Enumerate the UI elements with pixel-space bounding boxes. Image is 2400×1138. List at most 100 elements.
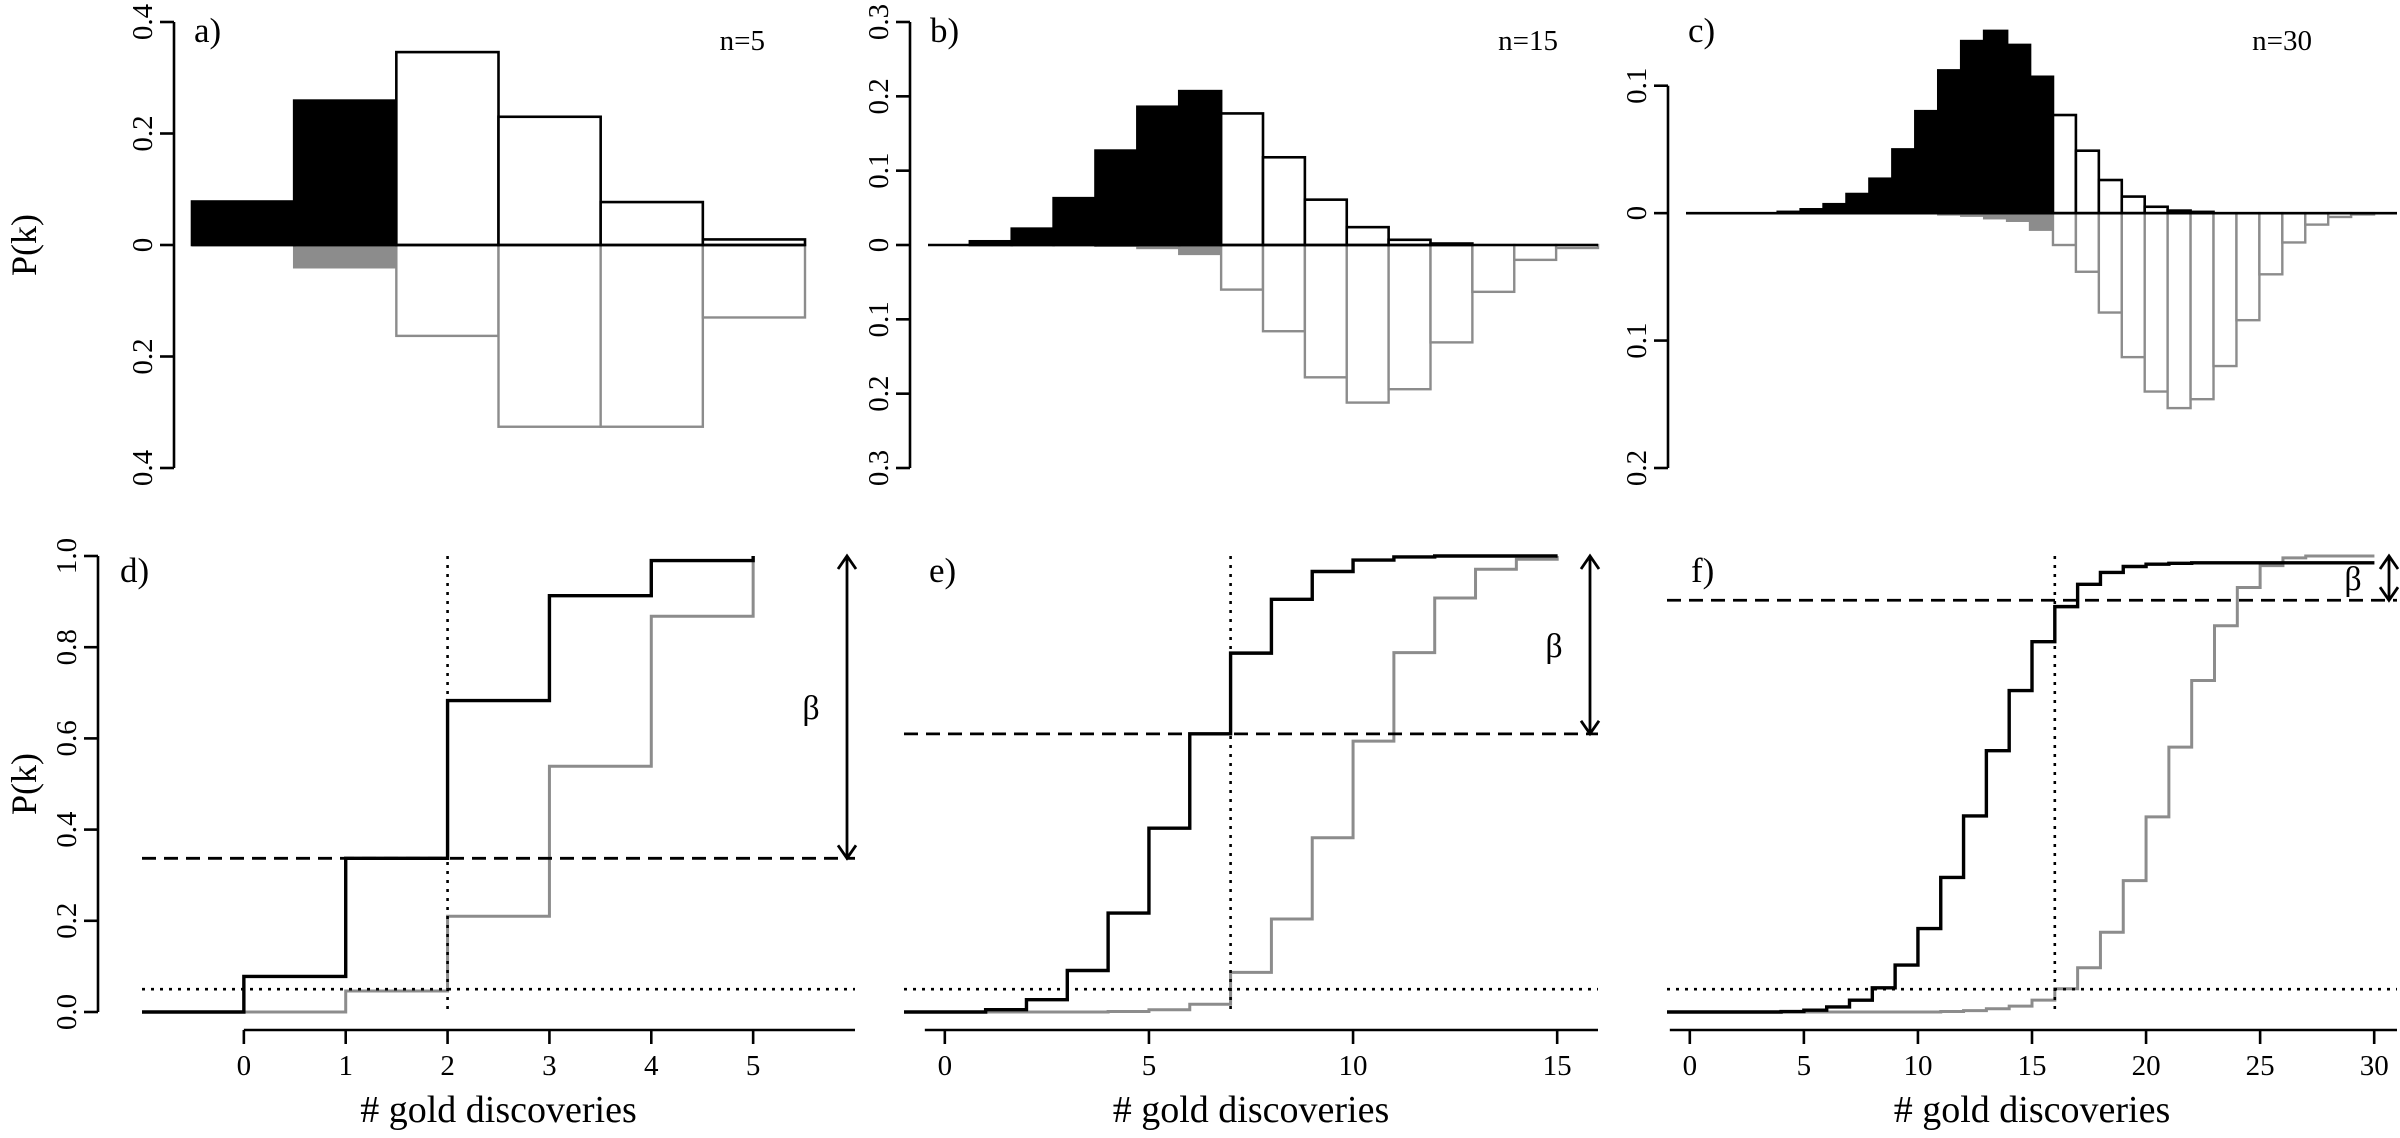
x-tick-label: 30 (2360, 1050, 2389, 1082)
y-tick-label: 0.2 (863, 78, 895, 114)
y-tick-label: 0.2 (863, 376, 895, 412)
panel-e: β 0 5 10 15 # gold discoveries e) (904, 551, 1601, 1131)
x-tick-label: 1 (338, 1050, 353, 1082)
x-tick-label: 2 (440, 1050, 455, 1082)
panel-label: a) (194, 11, 221, 50)
null-bar (1982, 29, 2009, 215)
alt-bar (599, 243, 705, 428)
x-tick-label: 20 (2132, 1050, 2161, 1082)
y-tick-label: 0.4 (127, 3, 159, 40)
alt-bar (2143, 211, 2169, 393)
null-bar (1345, 225, 1390, 247)
x-tick-label: 15 (1543, 1050, 1572, 1082)
y-tick-label: 0.3 (863, 4, 895, 40)
null-bar (2120, 195, 2147, 215)
alt-bar (2120, 211, 2146, 359)
null-bar (1891, 148, 1917, 215)
alt-bar (2189, 211, 2215, 401)
alt-bar (2304, 211, 2330, 226)
panel-f: β 0 5 10 15 20 25 30 # gold discoveries f) (1667, 551, 2400, 1131)
y-tick-label: 0.2 (51, 903, 83, 939)
y-tick-label: 0 (127, 238, 159, 253)
alt-bar (701, 243, 807, 319)
null-bar (1010, 227, 1055, 247)
panel-b: 0.3 0.2 0.1 0 0.1 0.2 0.3 b) n=15 (863, 4, 1600, 486)
null-bar (1177, 89, 1223, 247)
x-axis-label: # gold discoveries (1894, 1089, 2171, 1131)
y-tick-label: 0.1 (863, 153, 895, 189)
null-bar (190, 200, 296, 247)
panel-label: d) (120, 551, 149, 590)
y-axis-label: P(k) (4, 753, 44, 815)
x-tick-label: 10 (1903, 1050, 1932, 1082)
x-tick-label: 0 (938, 1050, 953, 1082)
y-tick-label: 0 (863, 238, 895, 253)
null-bar (1822, 202, 1848, 215)
null-cdf-line (1667, 561, 2375, 1014)
alt-bar (1303, 243, 1348, 379)
alt-bar (1219, 243, 1265, 291)
alt-bar (1471, 243, 1516, 294)
alt-bar (1387, 243, 1432, 391)
panel-label: e) (929, 551, 956, 590)
alt-bar (2166, 211, 2192, 410)
y-tick-label: 0.1 (1621, 68, 1653, 104)
panel-label: c) (1688, 11, 1715, 50)
null-bar (2028, 75, 2055, 215)
null-bar (1868, 177, 1894, 215)
y-axis-label: P(k) (4, 214, 44, 276)
y-tick-label: 0.0 (51, 994, 83, 1030)
null-bar (1959, 39, 1986, 215)
panel-a: 0.4 0.2 0 0.2 0.4 P(k) a) n=5 (4, 3, 807, 486)
y-tick-label: 0.2 (127, 115, 159, 151)
x-tick-label: 10 (1339, 1050, 1368, 1082)
null-bar (1303, 198, 1349, 247)
beta-arrow-head (1579, 553, 1601, 570)
alt-bar (2258, 211, 2284, 276)
alt-bar (2028, 211, 2055, 231)
y-tick-label: 0.6 (51, 720, 83, 756)
x-tick-label: 3 (542, 1050, 557, 1082)
alt-cdf-line (142, 556, 755, 1014)
y-tick-label: 0.2 (127, 338, 159, 374)
x-tick-label: 5 (1142, 1050, 1157, 1082)
beta-label: β (2344, 561, 2361, 598)
alt-bar (2051, 211, 2078, 247)
null-bar (1936, 69, 1963, 215)
y-tick-label: 0.4 (127, 449, 159, 486)
alt-bar (2281, 211, 2307, 244)
x-tick-label: 25 (2246, 1050, 2275, 1082)
y-tick-label: 0.4 (51, 811, 83, 848)
panel-c: 0.2 0.1 0 0.1 c) n=30 (1621, 11, 2397, 486)
null-bar (2097, 178, 2124, 215)
null-bar (1136, 105, 1181, 247)
sample-size-label: n=5 (720, 25, 765, 57)
y-tick-label: 1.0 (51, 538, 83, 574)
sample-size-label: n=30 (2252, 25, 2312, 57)
null-bar (395, 50, 500, 247)
y-tick-label: 0.1 (1621, 322, 1653, 358)
x-tick-label: 15 (2018, 1050, 2047, 1082)
beta-label: β (1545, 628, 1562, 665)
null-bar (1914, 109, 1940, 215)
y-tick-label: 0.2 (1621, 450, 1653, 486)
alt-cdf-line (1667, 554, 2375, 1014)
alt-bar (2212, 211, 2238, 368)
alt-bar (1429, 243, 1474, 344)
alt-bar (292, 243, 398, 269)
alt-bar (1345, 243, 1390, 404)
sample-size-label: n=15 (1498, 25, 1558, 57)
y-tick-label: 0.3 (863, 450, 895, 486)
alt-bar (2097, 211, 2123, 314)
alt-bar (395, 243, 500, 338)
y-tick-label: 0.8 (51, 629, 83, 665)
x-tick-label: 5 (1797, 1050, 1812, 1082)
null-bar (1219, 112, 1265, 247)
alt-bar (2074, 211, 2101, 273)
beta-arrow-head (836, 844, 858, 861)
null-bar (292, 99, 398, 247)
beta-arrow-head (836, 553, 858, 570)
null-bar (2051, 113, 2078, 215)
y-tick-label: 0 (1621, 206, 1653, 221)
